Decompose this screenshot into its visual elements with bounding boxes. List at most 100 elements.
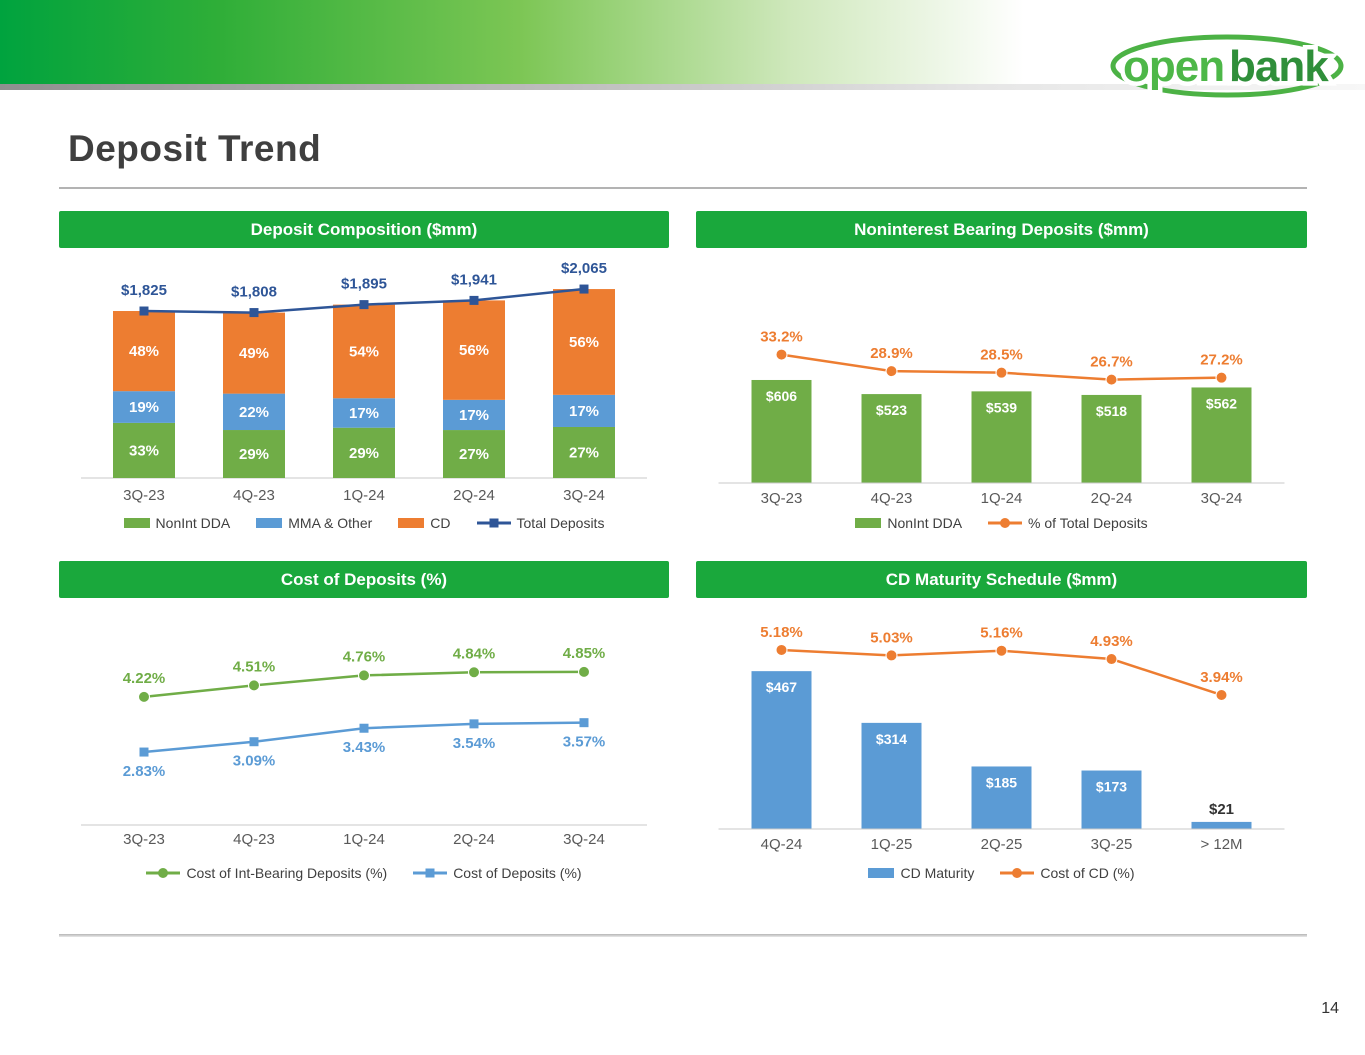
svg-text:1Q-24: 1Q-24 [343, 487, 385, 504]
svg-text:4.93%: 4.93% [1090, 633, 1133, 650]
cost-of-deposits-legend: Cost of Int-Bearing Deposits (%) Cost of … [59, 860, 669, 886]
svg-text:27%: 27% [569, 444, 599, 461]
legend-item: Cost of CD (%) [1000, 865, 1135, 881]
legend-marker-icon [988, 516, 1023, 530]
panel-noninterest-bearing-deposits: Noninterest Bearing Deposits ($mm) $606 $… [696, 211, 1307, 536]
svg-text:29%: 29% [349, 445, 379, 462]
svg-text:4.84%: 4.84% [453, 645, 496, 662]
svg-text:27.2%: 27.2% [1200, 352, 1243, 369]
svg-text:4Q-23: 4Q-23 [233, 831, 275, 848]
svg-text:> 12M: > 12M [1200, 836, 1242, 853]
svg-text:$2,065: $2,065 [561, 260, 607, 277]
svg-text:$539: $539 [986, 399, 1017, 415]
panel-title-cost-of-deposits: Cost of Deposits (%) [59, 561, 669, 598]
bottom-divider [59, 934, 1307, 937]
panel-deposit-composition: Deposit Composition ($mm) 33% 19% 48% 29% 22… [59, 211, 669, 536]
svg-text:3Q-24: 3Q-24 [1201, 490, 1243, 507]
legend-label: NonInt DDA [155, 515, 231, 531]
svg-text:3.09%: 3.09% [233, 753, 276, 770]
svg-text:4.85%: 4.85% [563, 645, 606, 662]
noninterest-bearing-legend: NonInt DDA % of Total Deposits [696, 510, 1307, 536]
legend-marker-icon [413, 866, 448, 880]
deposit-composition-legend: NonInt DDA MMA & Other CD Total Deposits [59, 510, 669, 536]
svg-text:48%: 48% [129, 343, 159, 360]
svg-text:2.83%: 2.83% [123, 763, 166, 780]
svg-text:$1,808: $1,808 [231, 284, 277, 301]
openbank-logo-graphic: open bank [1110, 34, 1344, 98]
logo-orbit-icon [1110, 34, 1344, 98]
legend-item: NonInt DDA [123, 515, 231, 531]
logo-word-open: open [1123, 42, 1224, 91]
svg-text:$518: $518 [1096, 403, 1127, 419]
svg-text:33%: 33% [129, 442, 159, 459]
cd-maturity-legend: CD Maturity Cost of CD (%) [696, 860, 1307, 886]
svg-text:3Q-23: 3Q-23 [761, 490, 803, 507]
svg-text:2Q-25: 2Q-25 [981, 836, 1023, 853]
cd-maturity-chart: $467 $314 $185 $173 $21 5.18% 5.03% 5.16% 4.93% 3… [718, 624, 1285, 853]
svg-text:5.16%: 5.16% [980, 625, 1023, 642]
svg-text:$606: $606 [766, 388, 797, 404]
svg-text:2Q-24: 2Q-24 [453, 487, 495, 504]
svg-text:28.9%: 28.9% [870, 345, 913, 362]
svg-text:$1,941: $1,941 [451, 271, 497, 288]
svg-text:$185: $185 [986, 774, 1017, 790]
legend-label: Total Deposits [516, 515, 605, 531]
svg-text:1Q-24: 1Q-24 [343, 831, 385, 848]
svg-text:1Q-24: 1Q-24 [981, 490, 1023, 507]
legend-item: NonInt DDA [855, 515, 962, 531]
legend-swatch-icon [398, 516, 425, 530]
panel-title-deposit-composition: Deposit Composition ($mm) [59, 211, 669, 248]
panel-cd-maturity-schedule: CD Maturity Schedule ($mm) $467 $314 $185 $… [696, 561, 1307, 886]
deposit-composition-chart: 33% 19% 48% 29% 22% 49% 29% 17% 54% 27% 17% 56% 27% 1… [81, 260, 647, 504]
cost-of-deposits-chart: 4.22% 4.51% 4.76% 4.84% 4.85% 2.83% 3.09% 3.43%… [81, 645, 647, 848]
legend-label: % of Total Deposits [1028, 515, 1148, 531]
svg-text:$467: $467 [766, 679, 797, 695]
svg-text:3Q-24: 3Q-24 [563, 487, 605, 504]
svg-text:4Q-23: 4Q-23 [871, 490, 913, 507]
page-title: Deposit Trend [68, 128, 322, 169]
legend-item: Cost of Deposits (%) [413, 865, 582, 881]
svg-text:3Q-25: 3Q-25 [1091, 836, 1133, 853]
svg-text:3.43%: 3.43% [343, 739, 386, 756]
svg-text:3Q-23: 3Q-23 [123, 831, 165, 848]
legend-label: MMA & Other [288, 515, 373, 531]
svg-text:17%: 17% [569, 403, 599, 420]
page-number: 14 [1321, 1000, 1339, 1017]
legend-label: Cost of CD (%) [1040, 865, 1135, 881]
svg-text:19%: 19% [129, 399, 159, 416]
legend-label: Cost of Int-Bearing Deposits (%) [186, 865, 388, 881]
svg-text:3Q-24: 3Q-24 [563, 831, 605, 848]
legend-item: CD [398, 515, 451, 531]
legend-marker-icon [476, 516, 511, 530]
legend-item: MMA & Other [256, 515, 372, 531]
svg-text:$562: $562 [1206, 395, 1237, 411]
svg-text:$314: $314 [876, 731, 907, 747]
svg-text:17%: 17% [349, 405, 379, 422]
legend-item: Total Deposits [476, 515, 605, 531]
noninterest-bearing-chart: $606 $523 $539 $518 $562 33.2% 28.9% 28.5% 26.7%… [718, 329, 1285, 507]
svg-text:$173: $173 [1096, 779, 1127, 795]
svg-text:4Q-24: 4Q-24 [761, 836, 803, 853]
legend-label: NonInt DDA [887, 515, 963, 531]
svg-text:33.2%: 33.2% [760, 329, 803, 346]
panel-title-cd-maturity: CD Maturity Schedule ($mm) [696, 561, 1307, 598]
legend-label: CD [430, 515, 451, 531]
svg-text:56%: 56% [569, 334, 599, 351]
header-gradient-band [0, 0, 1365, 84]
svg-text:4.51%: 4.51% [233, 658, 276, 675]
svg-text:$1,825: $1,825 [121, 282, 167, 299]
legend-swatch-icon [123, 516, 150, 530]
legend-swatch-icon [868, 866, 895, 880]
legend-label: Cost of Deposits (%) [453, 865, 582, 881]
openbank-logo: open bank [1107, 26, 1347, 109]
legend-item: % of Total Deposits [988, 515, 1148, 531]
svg-text:$523: $523 [876, 402, 907, 418]
svg-text:27%: 27% [459, 446, 489, 463]
svg-text:2Q-24: 2Q-24 [1091, 490, 1133, 507]
svg-text:4Q-23: 4Q-23 [233, 487, 275, 504]
svg-text:26.7%: 26.7% [1090, 354, 1133, 371]
legend-swatch-icon [855, 516, 882, 530]
svg-text:1Q-25: 1Q-25 [871, 836, 913, 853]
legend-item: CD Maturity [868, 865, 974, 881]
